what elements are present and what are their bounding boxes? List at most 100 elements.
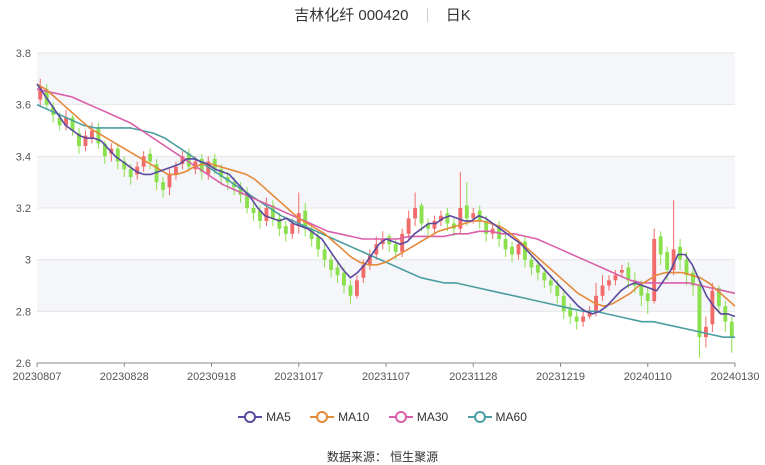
candle-body [335, 267, 340, 276]
candle-body [303, 210, 308, 229]
candle-body [516, 244, 521, 255]
candle-body [161, 182, 165, 190]
x-tick-label: 20230807 [13, 371, 62, 383]
candlestick-chart: 2.6 2.8 3 3.2 3.4 3.6 3.8 20230807 20230828 20230… [13, 48, 760, 383]
y-tick-label: 3.2 [16, 203, 31, 215]
legend-label-ma5: MA5 [266, 410, 291, 424]
legend-label-ma60: MA60 [495, 410, 527, 424]
candle-body [115, 148, 120, 162]
x-tick-label: 20231107 [362, 371, 410, 383]
candle-body [342, 272, 346, 286]
candle-body [542, 272, 547, 281]
candle-body [219, 169, 224, 177]
candle-body [432, 220, 437, 229]
ma5-line [36, 83, 736, 318]
y-tick-label: 3.4 [16, 151, 31, 163]
candle-body [270, 205, 275, 219]
candle-body [322, 249, 327, 260]
candle-body [652, 239, 657, 301]
x-tick-label: 20231128 [449, 371, 497, 383]
legend-item-ma30[interactable]: MA30 [388, 410, 449, 424]
y-tick-label: 3.8 [16, 48, 31, 60]
title-separator [426, 8, 428, 22]
ma10-line [36, 83, 736, 308]
chart-title: 吉林化纤 000420 日K [0, 4, 765, 28]
data-source: 数据来源： 恒生聚源 [0, 448, 765, 465]
candle-body [548, 280, 553, 286]
candle-body [316, 236, 321, 250]
y-tick-label: 3 [25, 255, 31, 267]
candle-body [684, 259, 689, 276]
candle-body [238, 187, 243, 196]
candle-body [716, 288, 721, 307]
candle-body [393, 244, 398, 252]
candle-body [354, 280, 359, 296]
period-label: 日K [445, 7, 471, 24]
candle-body [186, 153, 191, 167]
legend-item-ma10[interactable]: MA10 [310, 410, 369, 424]
legend-marker-ma5 [238, 411, 263, 423]
candle-body [348, 285, 353, 296]
candle-body [309, 228, 314, 239]
y-tick-label: 3.6 [16, 100, 31, 112]
candle-body [671, 249, 676, 270]
candle-body [64, 117, 69, 126]
candle-body [645, 293, 650, 301]
candle-body [710, 290, 715, 325]
candle-body [438, 215, 443, 221]
source-label: 数据来源： [326, 450, 387, 464]
x-tick-label: 20240130 [711, 371, 760, 383]
candle-body [406, 218, 411, 234]
candle-body [212, 158, 217, 170]
grid-band [37, 53, 735, 105]
candle-body [329, 259, 334, 270]
candle-body [568, 308, 573, 317]
candle-body [296, 213, 301, 227]
x-tick-label: 20230828 [100, 371, 149, 383]
candle-body [141, 156, 146, 167]
candle-body [413, 208, 418, 219]
candle-body [367, 254, 372, 265]
chart-legend: MA5 MA10 MA30 MA60 [0, 410, 765, 426]
candle-body [697, 285, 702, 338]
candle-body [83, 135, 88, 146]
candle-body [484, 220, 489, 234]
candle-body [691, 272, 695, 286]
y-tick-label: 2.6 [16, 358, 31, 370]
stock-name: 吉林化纤 [294, 7, 355, 24]
candle-body [535, 264, 540, 273]
candle-body [77, 133, 81, 146]
candle-body [703, 326, 708, 338]
candle-body [290, 223, 295, 234]
candle-body [639, 285, 644, 296]
candle-body [102, 143, 107, 157]
candle-body [148, 153, 153, 162]
x-tick-label: 20231017 [274, 371, 323, 383]
candle-body [167, 174, 172, 188]
candle-body [607, 280, 611, 286]
stock-code: 000420 [358, 7, 409, 24]
candle-body [665, 251, 670, 270]
source-value: 恒生聚源 [390, 450, 439, 464]
candle-body [574, 316, 579, 322]
candle-body [122, 161, 127, 170]
x-tick-label: 20231219 [536, 371, 585, 383]
candle-body [613, 275, 618, 281]
y-tick-label: 2.8 [16, 306, 31, 318]
candle-body [729, 321, 734, 338]
candle-body [458, 208, 463, 229]
candle-body [626, 267, 631, 281]
x-tick-label: 20230918 [187, 371, 236, 383]
legend-label-ma30: MA30 [416, 410, 449, 424]
candle-body [258, 210, 262, 221]
candle-body [96, 127, 101, 144]
candle-body [180, 156, 185, 165]
legend-item-ma5[interactable]: MA5 [238, 410, 291, 424]
candle-body [277, 218, 282, 229]
candle-body [128, 169, 133, 177]
legend-item-ma60[interactable]: MA60 [467, 410, 527, 424]
candle-body [57, 117, 62, 126]
candle-body [283, 226, 288, 234]
candle-body [471, 213, 476, 219]
candle-body [245, 192, 249, 208]
